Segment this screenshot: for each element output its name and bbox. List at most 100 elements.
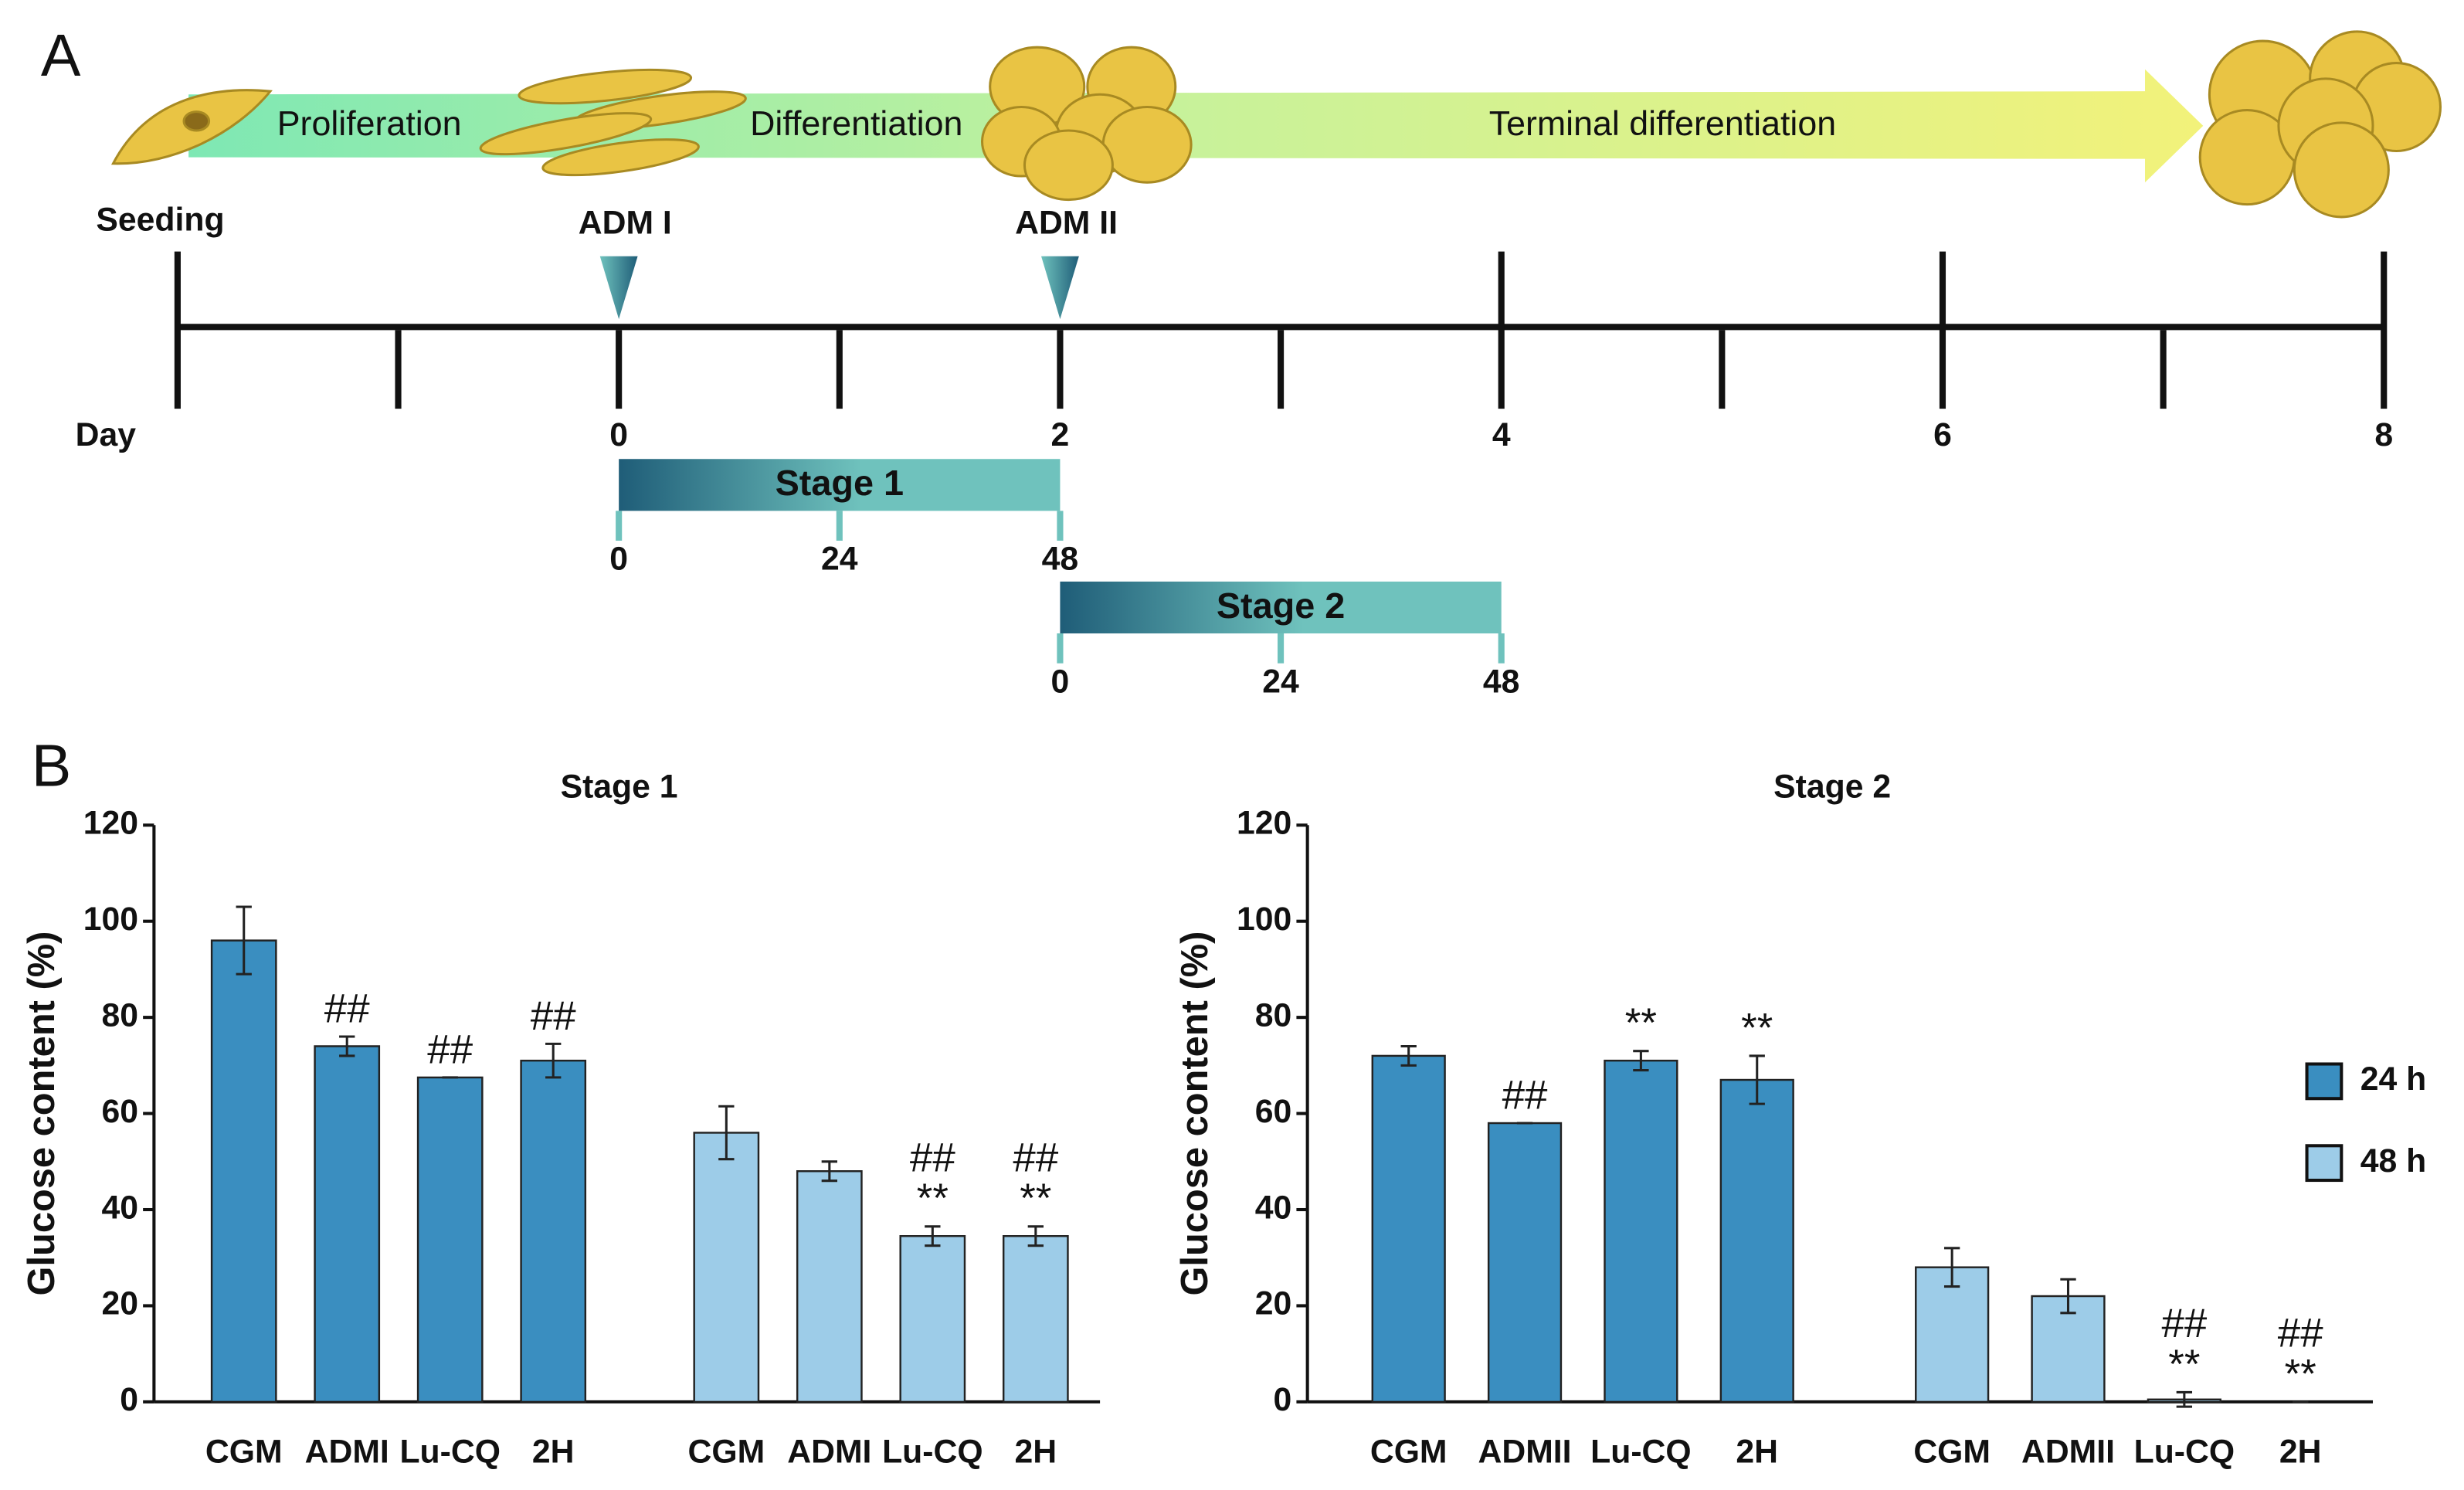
significance-mark: ## xyxy=(324,986,370,1031)
cell-decoration xyxy=(110,30,2442,219)
legend-swatch xyxy=(2305,1144,2344,1183)
error-bar xyxy=(2176,1390,2193,1408)
marker-label: ADM II xyxy=(1015,204,1118,241)
x-tick-label: CGM xyxy=(1913,1433,1991,1470)
hour-label: 48 xyxy=(1042,541,1079,578)
bar xyxy=(1719,1078,1794,1403)
error-bar xyxy=(339,1035,355,1057)
hour-label: 0 xyxy=(609,541,628,578)
y-tick-label: 40 xyxy=(1255,1189,1292,1226)
x-tick-label: CGM xyxy=(205,1433,283,1470)
significance-mark: ** xyxy=(1625,1000,1657,1046)
x-tick-label: Lu-CQ xyxy=(1590,1433,1692,1470)
significance-mark: ** xyxy=(1020,1176,1051,1221)
marker-triangle xyxy=(1041,256,1079,320)
bar xyxy=(899,1235,966,1403)
bar xyxy=(796,1170,863,1403)
x-tick-label: 2H xyxy=(2279,1433,2322,1470)
day-tick-label: 8 xyxy=(2374,416,2393,453)
y-tick-label: 0 xyxy=(1274,1381,1292,1418)
x-tick-label: CGM xyxy=(1370,1433,1448,1470)
marker-triangle xyxy=(599,256,638,320)
x-tick-label: 2H xyxy=(1736,1433,1778,1470)
chart-title: Stage 1 xyxy=(561,769,678,806)
y-tick-label: 80 xyxy=(101,996,138,1033)
bar xyxy=(520,1059,587,1403)
panel-label: B xyxy=(32,732,72,799)
y-tick-label: 80 xyxy=(1255,996,1292,1033)
error-bar xyxy=(718,1105,735,1161)
day-tick-label: 0 xyxy=(609,416,628,453)
error-bar xyxy=(1633,1050,1649,1072)
significance-mark: ## xyxy=(2278,1310,2323,1356)
bar xyxy=(1002,1235,1069,1403)
y-tick-label: 120 xyxy=(1237,805,1291,842)
stage-label: Stage 1 xyxy=(776,463,904,503)
legend-swatch xyxy=(2305,1062,2344,1101)
bar xyxy=(1915,1266,1990,1403)
y-tick-label: 100 xyxy=(1237,901,1291,938)
legend-label: 48 h xyxy=(2360,1142,2426,1179)
hour-label: 24 xyxy=(821,541,858,578)
hour-label: 24 xyxy=(1262,663,1299,700)
x-tick-label: CGM xyxy=(688,1433,765,1470)
x-tick-label: Lu-CQ xyxy=(882,1433,983,1470)
error-bar xyxy=(236,905,252,976)
error-bar xyxy=(1027,1225,1044,1247)
significance-mark: ** xyxy=(917,1176,949,1221)
phase-label: Proliferation xyxy=(277,104,462,143)
x-tick-label: ADMI xyxy=(787,1433,871,1470)
y-axis-label: Glucose content (%) xyxy=(1174,932,1216,1296)
y-tick-label: 60 xyxy=(101,1093,138,1130)
bar xyxy=(210,939,277,1403)
error-bar xyxy=(925,1225,941,1247)
marker-label: ADM I xyxy=(579,204,672,241)
bar xyxy=(1371,1054,1446,1403)
significance-mark: ## xyxy=(1502,1072,1548,1118)
panel-label: A xyxy=(41,22,81,89)
significance-mark: ** xyxy=(1741,1005,1773,1050)
error-bar xyxy=(1749,1054,1765,1105)
significance-mark: ## xyxy=(1013,1135,1058,1180)
error-bar xyxy=(545,1042,562,1079)
legend-label: 24 h xyxy=(2360,1061,2426,1098)
day-tick-label: 2 xyxy=(1051,416,1070,453)
day-tick-label: 4 xyxy=(1492,416,1511,453)
chart-title: Stage 2 xyxy=(1773,769,1891,806)
stage-bar xyxy=(619,459,1061,511)
x-tick-label: Lu-CQ xyxy=(399,1433,500,1470)
x-tick-label: Lu-CQ xyxy=(2134,1433,2235,1470)
x-tick-label: 2H xyxy=(532,1433,575,1470)
significance-mark: ** xyxy=(2168,1342,2200,1387)
significance-mark: ## xyxy=(531,993,576,1039)
y-tick-label: 120 xyxy=(83,805,138,842)
process-arrow xyxy=(188,69,2204,183)
significance-mark: ** xyxy=(2285,1351,2316,1397)
phase-label: Terminal differentiation xyxy=(1489,104,1836,143)
bar xyxy=(1487,1122,1563,1403)
x-tick-label: ADMI xyxy=(305,1433,389,1470)
phase-label: Differentiation xyxy=(750,104,962,143)
x-tick-label: ADMII xyxy=(2021,1433,2115,1470)
hour-label: 0 xyxy=(1051,663,1070,700)
y-tick-label: 20 xyxy=(101,1285,138,1322)
significance-mark: ## xyxy=(910,1135,955,1180)
stage-bar xyxy=(1060,581,1502,634)
significance-mark: ## xyxy=(2161,1301,2207,1346)
significance-mark: ## xyxy=(427,1027,473,1072)
error-bar xyxy=(821,1160,838,1183)
y-tick-label: 100 xyxy=(83,901,138,938)
stage-label: Stage 2 xyxy=(1217,585,1345,626)
bar xyxy=(416,1076,484,1403)
day-label: Day xyxy=(76,416,137,453)
y-tick-label: 0 xyxy=(120,1381,138,1418)
hour-label: 48 xyxy=(1483,663,1520,700)
y-tick-label: 60 xyxy=(1255,1093,1292,1130)
x-tick-label: 2H xyxy=(1015,1433,1057,1470)
bar xyxy=(693,1132,760,1403)
seeding-label: Seeding xyxy=(96,201,224,238)
error-bar xyxy=(2060,1278,2076,1315)
x-tick-label: ADMII xyxy=(1478,1433,1572,1470)
y-axis-label: Glucose content (%) xyxy=(21,932,63,1296)
y-tick-label: 20 xyxy=(1255,1285,1292,1322)
